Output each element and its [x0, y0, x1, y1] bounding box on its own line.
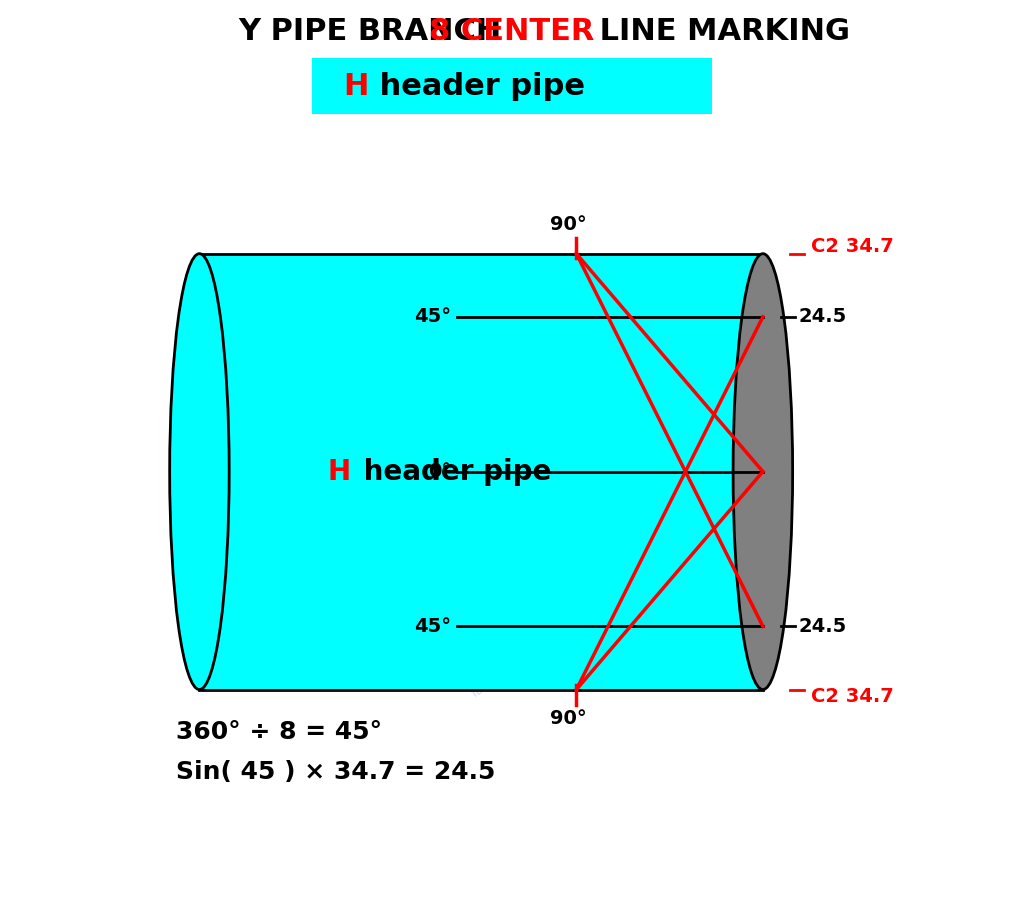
Text: 45°: 45° [414, 308, 451, 326]
Polygon shape [200, 254, 763, 689]
Ellipse shape [170, 254, 229, 689]
Text: 24.5: 24.5 [799, 617, 847, 635]
Text: header pipe: header pipe [354, 457, 552, 486]
Text: H: H [343, 72, 369, 101]
Text: 360° ÷ 8 = 45°: 360° ÷ 8 = 45° [176, 719, 382, 744]
Text: fabricatorguide.com: fabricatorguide.com [469, 616, 581, 699]
Text: 90°: 90° [550, 215, 587, 234]
Text: fabricatorguide.com: fabricatorguide.com [644, 455, 755, 538]
Text: 90°: 90° [550, 709, 587, 729]
Text: 24.5: 24.5 [799, 308, 847, 326]
Text: fabricatorguide.com: fabricatorguide.com [429, 525, 541, 608]
Text: Sin( 45 ) × 34.7 = 24.5: Sin( 45 ) × 34.7 = 24.5 [176, 760, 495, 783]
Ellipse shape [733, 254, 793, 689]
Text: fabricatorguide.com: fabricatorguide.com [549, 384, 659, 467]
Text: 45°: 45° [414, 617, 451, 635]
Text: LINE MARKING: LINE MARKING [589, 17, 850, 47]
Text: H: H [327, 457, 350, 486]
Text: Y PIPE BRANCH: Y PIPE BRANCH [239, 17, 512, 47]
Text: C2 34.7: C2 34.7 [811, 687, 894, 706]
Text: 8 CENTER: 8 CENTER [429, 17, 595, 47]
Text: C2 34.7: C2 34.7 [811, 237, 894, 257]
Text: header pipe: header pipe [369, 72, 585, 101]
Text: 0°: 0° [428, 462, 451, 481]
Text: fabricatorguide.com: fabricatorguide.com [532, 293, 644, 376]
